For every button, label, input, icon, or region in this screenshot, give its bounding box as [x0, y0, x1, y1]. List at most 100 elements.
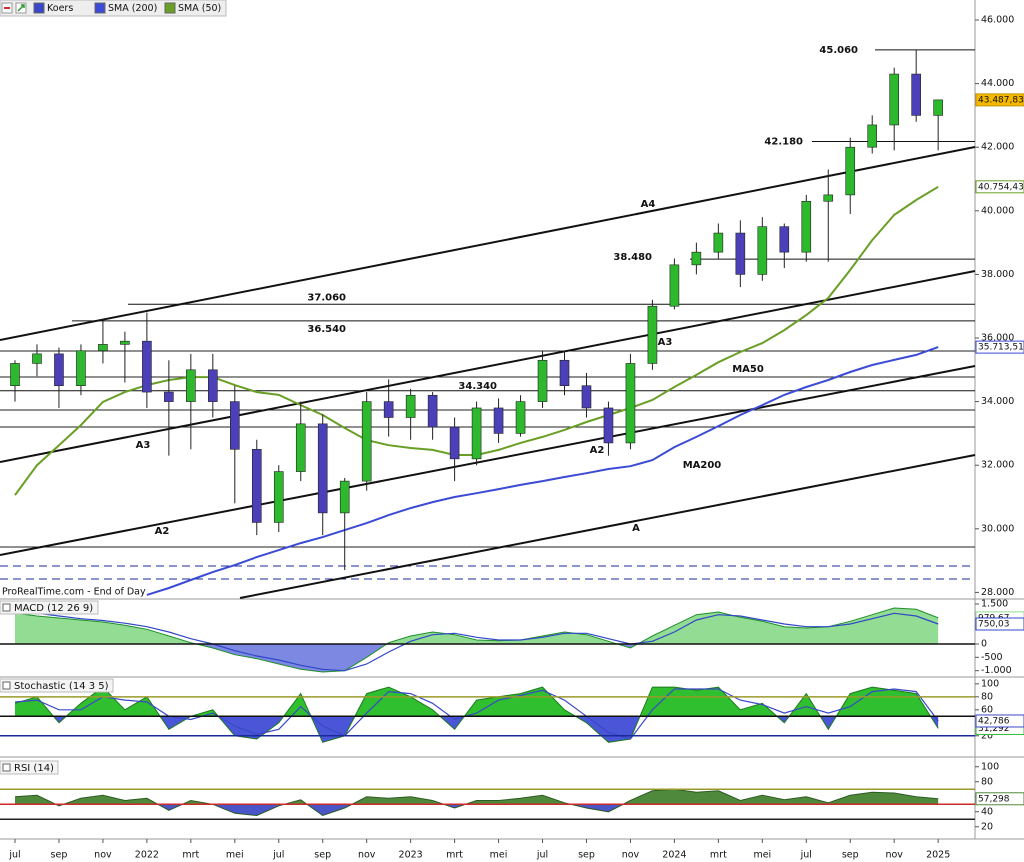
value-box-label: 35.713,51	[978, 343, 1024, 353]
trend-lines	[0, 146, 976, 599]
candle-body	[559, 359, 570, 387]
candle-body	[10, 363, 20, 387]
level-label: 37.060	[307, 292, 346, 303]
panel-title: RSI (14)	[0, 760, 59, 775]
watermark: ProRealTime.com - End of Day	[2, 587, 146, 598]
candle-body	[757, 226, 768, 275]
legend-swatch	[164, 2, 176, 14]
panel-title-frame	[0, 760, 59, 775]
trend-line	[0, 365, 976, 556]
annotation: A	[632, 523, 640, 534]
candle-body	[669, 264, 680, 307]
x-tick-label: mei	[753, 850, 771, 861]
panel-title-icon	[2, 681, 11, 690]
value-box-label: 43.487,83	[978, 95, 1024, 105]
x-tick-label: mei	[490, 850, 508, 861]
candle-body	[537, 359, 548, 402]
panel-title-frame	[0, 600, 99, 615]
candle-body	[230, 401, 240, 450]
level-label: 38.480	[613, 252, 652, 263]
area-negative	[15, 804, 939, 816]
x-tick-label: jul	[8, 850, 20, 861]
annotation: A2	[155, 526, 170, 537]
area-negative	[15, 644, 939, 672]
candle-body	[120, 340, 130, 345]
legend-label: SMA (50)	[178, 3, 221, 14]
area-positive	[15, 687, 939, 717]
value-box	[975, 180, 1024, 194]
sma-line	[146, 346, 939, 596]
trend-line	[0, 270, 976, 463]
candle-body	[186, 369, 196, 402]
candle-body	[339, 480, 350, 514]
y-tick-label: 100	[981, 761, 999, 772]
x-tick-label: nov	[94, 850, 112, 861]
candle-body	[164, 391, 174, 402]
y-tick-label: -1.000	[981, 665, 1012, 676]
x-tick-label: 2023	[399, 850, 423, 861]
candle-body	[76, 350, 86, 387]
candle-body	[54, 353, 64, 387]
legend-button-icon	[17, 4, 25, 12]
y-tick-label: 46.000	[981, 15, 1014, 26]
area-negative	[53, 716, 939, 743]
x-tick-label: nov	[622, 850, 640, 861]
level-label: 45.060	[819, 45, 858, 56]
y-tick-label: 42.000	[981, 142, 1014, 153]
legend-label: Koers	[47, 3, 73, 14]
candle-body	[493, 407, 504, 434]
candle-body	[845, 146, 856, 196]
x-tick-label: jul	[536, 850, 548, 861]
y-tick-label: 20	[981, 821, 993, 832]
candle-body	[98, 344, 108, 352]
annotation: MA50	[732, 364, 764, 375]
trend-line	[239, 454, 976, 599]
candle-body	[295, 423, 306, 472]
x-tick-label: mei	[226, 850, 244, 861]
value-box	[975, 340, 1024, 354]
value-box	[975, 714, 1024, 728]
annotation: A3	[136, 440, 151, 451]
panel-title-icon	[2, 603, 11, 612]
y-tick-label: 80	[981, 691, 993, 702]
level-label: 34.340	[458, 381, 497, 392]
candle-body	[427, 394, 438, 428]
y-tick-label: 60	[981, 704, 993, 715]
candle-body	[273, 471, 284, 523]
value-box-label: 31,292	[978, 724, 1010, 734]
annotation: MA200	[683, 460, 722, 471]
y-tick-label: 30.000	[981, 523, 1014, 534]
candle-body	[361, 401, 372, 482]
annotation: A4	[641, 199, 656, 210]
y-tick-label: 44.000	[981, 78, 1014, 89]
level-label: 42.180	[764, 136, 803, 147]
candle-body	[801, 200, 812, 253]
y-tick-label: 38.000	[981, 269, 1014, 280]
candle-body	[691, 251, 702, 266]
legend-label: SMA (200)	[108, 3, 157, 14]
panel-title: Stochastic (14 3 5)	[0, 678, 114, 693]
candle-body	[581, 385, 592, 409]
signal-line	[14, 610, 939, 672]
x-tick-label: sep	[314, 850, 331, 861]
level-label: 36.540	[307, 324, 346, 335]
candle-body	[208, 369, 218, 402]
x-tick-label: sep	[578, 850, 595, 861]
x-tick-label: 2024	[662, 850, 686, 861]
y-tick-label: 40	[981, 806, 993, 817]
value-box	[975, 617, 1024, 631]
candle-body	[779, 226, 790, 253]
legend-swatch	[33, 2, 45, 14]
x-tick-label: mrt	[182, 850, 199, 861]
panel-title-frame	[0, 678, 114, 693]
candle-body	[32, 353, 42, 364]
y-tick-label: 100	[981, 678, 999, 689]
value-box-label: 42,786	[978, 716, 1010, 726]
candle-body	[317, 423, 328, 514]
indicator-line	[14, 607, 939, 673]
x-tick-label: jul	[272, 850, 284, 861]
value-box	[975, 792, 1024, 806]
x-tick-label: mrt	[446, 850, 463, 861]
